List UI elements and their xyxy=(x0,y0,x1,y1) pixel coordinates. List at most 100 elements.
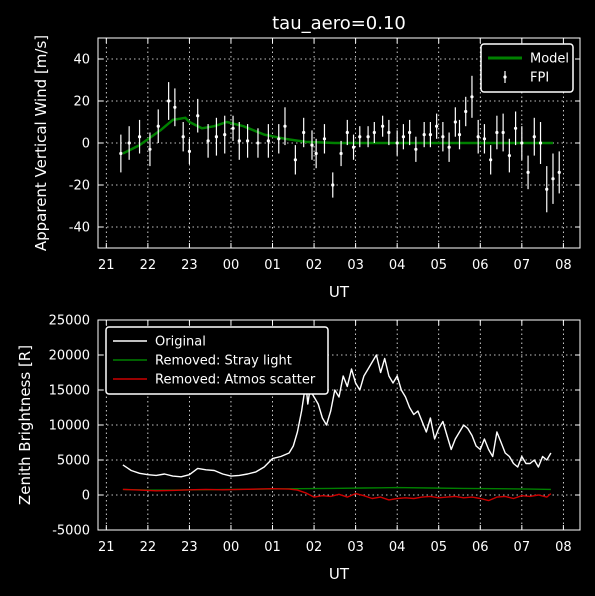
fpi-point xyxy=(358,135,362,139)
fpi-point xyxy=(314,151,318,156)
legend-box xyxy=(480,43,574,93)
fpi-point xyxy=(513,126,518,130)
y-tick-label: -40 xyxy=(69,221,90,236)
fpi-point xyxy=(470,95,474,99)
y-tick-label: 25000 xyxy=(49,314,90,329)
fpi-point xyxy=(331,183,335,187)
x-tick-label: 07 xyxy=(514,540,531,555)
x-axis-label: UT xyxy=(329,283,350,301)
fpi-point xyxy=(422,133,426,137)
fpi-point xyxy=(476,135,480,139)
x-tick-label: 02 xyxy=(306,540,323,555)
x-tick-label: 21 xyxy=(98,540,115,555)
y-tick-label: 20 xyxy=(73,95,90,110)
x-tick-label: 00 xyxy=(223,540,240,555)
fpi-point xyxy=(256,141,260,145)
x-tick-label: 23 xyxy=(181,258,198,273)
x-tick-label: 08 xyxy=(555,540,572,555)
legend-label: Model xyxy=(530,52,569,67)
y-tick-label: 20000 xyxy=(49,349,90,364)
fpi-point xyxy=(435,124,439,128)
fpi-point xyxy=(214,135,219,139)
fpi-point xyxy=(381,124,385,128)
fpi-point xyxy=(148,147,152,151)
x-tick-label: 03 xyxy=(347,258,364,273)
x-tick-label: 21 xyxy=(98,258,115,273)
fpi-point xyxy=(245,139,250,143)
fpi-point xyxy=(119,151,123,156)
fpi-point xyxy=(345,130,349,135)
fpi-point xyxy=(401,135,406,139)
y-tick-label: -5000 xyxy=(52,524,90,539)
fpi-point xyxy=(156,124,160,128)
fpi-point xyxy=(551,177,555,181)
fpi-point xyxy=(441,135,445,139)
fpi-point xyxy=(507,154,511,158)
fpi-point xyxy=(464,109,468,114)
legend-label: Removed: Atmos scatter xyxy=(155,373,316,388)
x-tick-label: 22 xyxy=(140,258,157,273)
fpi-point xyxy=(482,137,487,141)
legend-box xyxy=(105,326,329,395)
x-tick-label: 07 xyxy=(514,258,531,273)
fpi-point xyxy=(453,120,457,124)
fpi-point xyxy=(408,130,412,135)
fpi-point xyxy=(520,141,524,145)
chart-title: tau_aero=0.10 xyxy=(272,13,406,34)
fpi-point xyxy=(237,139,241,143)
fpi-point xyxy=(351,145,356,149)
y-axis-label: Apparent Vertical Wind [m/s] xyxy=(32,35,50,251)
fpi-point xyxy=(137,135,142,139)
fpi-point xyxy=(387,130,391,135)
x-tick-label: 05 xyxy=(430,540,447,555)
series-line-original xyxy=(122,354,552,478)
fpi-point xyxy=(366,135,370,139)
legend-label: Original xyxy=(155,335,206,350)
bottom-panel: 21 22 23 00 01 02 03 04 05 06 07 08 -5000 0 5000 10000 1… xyxy=(16,314,581,583)
fpi-point xyxy=(223,133,227,137)
fpi-point xyxy=(283,124,287,128)
y-tick-label: 5000 xyxy=(57,454,90,469)
fpi-point xyxy=(231,126,235,130)
fpi-point xyxy=(372,130,376,135)
fpi-point xyxy=(395,141,399,145)
fpi-point xyxy=(532,135,536,139)
x-tick-label: 04 xyxy=(389,258,406,273)
y-axis-label: Zenith Brightness [R] xyxy=(16,345,34,505)
fpi-point xyxy=(196,114,200,118)
fpi-point xyxy=(187,149,192,153)
x-tick-label: 04 xyxy=(389,540,406,555)
y-tick-label: 0 xyxy=(82,137,90,152)
y-tick-label: 10000 xyxy=(49,419,90,434)
x-tick-label: 05 xyxy=(430,258,447,273)
legend-label: FPI xyxy=(530,71,549,86)
x-tick-label: 06 xyxy=(472,258,489,273)
fpi-point xyxy=(495,130,499,135)
fpi-point xyxy=(277,137,281,141)
legend: Original Removed: Stray light Removed: Atm… xyxy=(105,326,329,395)
x-axis-label: UT xyxy=(329,565,350,583)
fpi-point xyxy=(167,99,171,103)
x-tick-label: 00 xyxy=(223,258,240,273)
y-tick-label: 15000 xyxy=(49,384,90,399)
fpi-point xyxy=(322,137,327,141)
fpi-point xyxy=(266,139,270,143)
fpi-point xyxy=(127,141,131,145)
series-line-removed-atmos-scatter xyxy=(122,488,552,502)
fpi-point xyxy=(557,170,561,174)
fpi-point xyxy=(173,105,177,109)
fpi-point xyxy=(181,135,185,139)
fpi-point xyxy=(545,187,549,191)
y-tick-label: 0 xyxy=(82,489,90,504)
x-tick-label: 01 xyxy=(264,258,281,273)
fpi-point xyxy=(538,141,543,145)
fpi-point xyxy=(447,145,451,149)
fpi-point xyxy=(501,130,505,135)
y-tick-label: 40 xyxy=(73,53,90,68)
x-tick-label: 03 xyxy=(347,540,364,555)
series-line-model xyxy=(122,116,553,155)
fpi-point xyxy=(302,130,306,135)
fpi-point xyxy=(414,147,418,151)
y-tick-label: -20 xyxy=(69,179,90,194)
